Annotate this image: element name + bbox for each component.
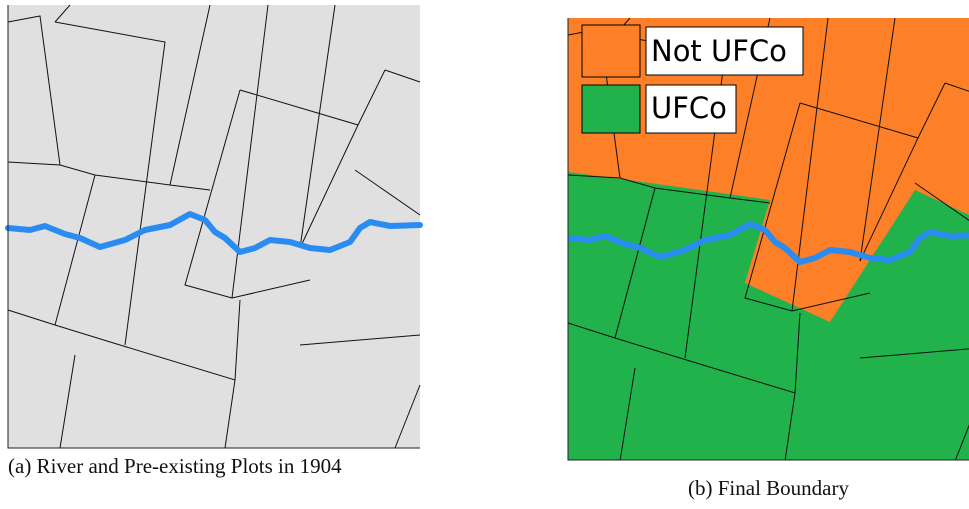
panel-a (7, 4, 420, 449)
legend-label: Not UFCo (651, 34, 787, 68)
ufco-area (568, 172, 969, 460)
caption: (a) River and Pre-existing Plots in 1904 (8, 454, 342, 478)
legend-label: UFCo (651, 91, 727, 125)
panel-b: Not UFCo UFCo (567, 18, 969, 461)
legend-swatch (581, 24, 641, 78)
legend-label-box (645, 84, 737, 134)
map-frame (7, 5, 420, 449)
caption: (b) Final Boundary (688, 476, 849, 500)
legend-swatch (581, 84, 641, 134)
legend-label-box (645, 26, 804, 76)
map-frame (567, 18, 969, 461)
